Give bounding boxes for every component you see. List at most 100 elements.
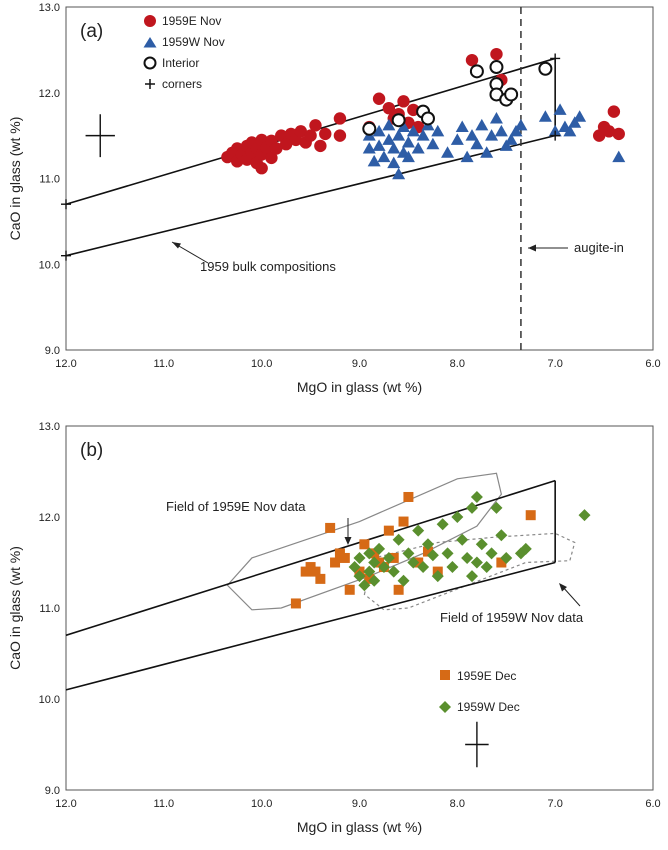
point-1959w-nov: [494, 124, 508, 137]
point-1959w-nov: [480, 146, 494, 158]
bulk-lines-b: [65, 479, 556, 691]
legend-marker-1959e-nov: [144, 15, 156, 27]
point-interior: [504, 87, 519, 102]
panel-b: (b) MgO in glass (wt %) CaO in glass (wt…: [7, 421, 661, 835]
point-corner: [550, 130, 561, 141]
y-tick-label: 9.0: [45, 785, 60, 797]
x-tick-label: 8.0: [450, 358, 465, 370]
point-1959w-nov: [499, 139, 513, 151]
point-1959w-dec: [407, 556, 420, 569]
point-1959w-dec: [377, 561, 390, 574]
point-1959e-nov: [279, 138, 293, 151]
point-1959w-dec: [412, 524, 425, 537]
panel-label-a: (a): [80, 21, 103, 42]
point-1959e-dec: [383, 525, 394, 536]
point-1959e-nov: [309, 119, 322, 132]
point-1959e-dec: [496, 557, 507, 568]
field-east-label: Field of 1959E Nov data: [166, 499, 306, 514]
x-tick-label: 6.0: [645, 358, 660, 370]
point-1959e-nov: [465, 53, 479, 67]
point-1959e-nov: [602, 125, 616, 138]
point-1959w-nov: [568, 116, 582, 128]
point-interior: [469, 64, 484, 79]
y-axis-label-a: CaO in glass (wt %): [7, 117, 23, 241]
point-1959w-nov: [485, 129, 499, 141]
point-1959w-nov: [489, 111, 503, 124]
plot-frame-b: [65, 425, 654, 791]
point-1959e-nov: [397, 95, 410, 108]
point-1959e-nov: [333, 129, 347, 142]
point-1959w-nov: [392, 129, 406, 141]
point-1959w-nov: [563, 124, 577, 137]
field-west-label: Field of 1959W Nov data: [440, 610, 584, 625]
point-interior: [420, 111, 435, 126]
point-1959w-dec: [387, 565, 400, 578]
x-tick-label: 9.0: [352, 798, 367, 810]
bulk-compositions-label: 1959 bulk compositions: [200, 259, 336, 274]
point-1959e-dec: [359, 539, 370, 550]
point-1959w-nov: [362, 141, 376, 154]
x-tick-label: 9.0: [352, 358, 367, 370]
legend-marker-1959e-dec: [440, 670, 450, 680]
point-1959e-dec: [393, 584, 404, 595]
point-1959w-nov: [431, 124, 445, 137]
x-axis-label-a: MgO in glass (wt %): [297, 379, 422, 395]
x-tick-label: 10.0: [251, 358, 272, 370]
legend-label-1959e-dec: 1959E Dec: [457, 669, 516, 683]
point-1959w-dec: [368, 574, 381, 587]
point-1959w-dec: [441, 547, 454, 560]
points-a: [61, 47, 626, 261]
point-1959w-nov: [401, 135, 415, 148]
augite-arrowhead-icon: [528, 244, 536, 252]
point-1959w-nov: [538, 110, 552, 122]
point-1959w-dec: [392, 533, 405, 546]
point-1959e-nov: [270, 142, 283, 155]
annotations-b: Field of 1959E Nov data Field of 1959W N…: [166, 499, 584, 625]
point-1959e-dec: [403, 491, 414, 502]
augite-in-label: augite-in: [574, 240, 624, 255]
point-1959w-dec: [363, 547, 376, 560]
point-1959w-nov: [465, 129, 479, 141]
legend-label-1959w-dec: 1959W Dec: [457, 700, 520, 714]
point-1959e-nov: [372, 92, 386, 105]
point-1959e-dec: [310, 566, 321, 577]
point-1959e-dec: [364, 573, 375, 584]
point-corner: [61, 199, 71, 210]
point-1959w-dec: [466, 501, 479, 514]
bulk-composition-line: [65, 134, 556, 257]
point-1959e-dec: [398, 516, 409, 527]
point-1959e-nov: [294, 125, 307, 138]
point-1959w-dec: [426, 549, 439, 562]
error-cross-b: [465, 721, 489, 768]
x-tick-label: 6.0: [645, 798, 660, 810]
point-1959e-nov: [612, 127, 625, 141]
point-1959w-dec: [382, 551, 395, 564]
point-1959w-dec: [368, 556, 381, 569]
point-1959w-dec: [490, 501, 503, 514]
ticks-b: 12.0 11.0 10.0 9.0 8.0 7.0 6.0 9.0 10.0 11.0 12.0 1…: [39, 421, 661, 810]
point-1959e-dec: [290, 598, 301, 609]
y-tick-label: 11.0: [39, 174, 60, 186]
y-tick-label: 9.0: [45, 345, 60, 357]
plot-frame-a: [65, 6, 654, 351]
legend-label-1959w-nov: 1959W Nov: [162, 35, 225, 49]
y-tick-label: 13.0: [39, 2, 60, 14]
point-1959w-dec: [358, 579, 371, 592]
error-cross-a: [85, 114, 115, 158]
point-1959e-nov: [314, 139, 327, 153]
point-1959w-nov: [548, 124, 562, 137]
point-1959w-dec: [485, 547, 498, 560]
x-tick-label: 12.0: [55, 358, 76, 370]
point-1959w-nov: [514, 118, 528, 131]
field-1959e-nov-outline: [226, 472, 503, 611]
point-1959w-nov: [411, 141, 425, 154]
point-1959e-nov: [382, 101, 396, 115]
point-1959w-dec: [417, 561, 430, 574]
point-1959e-nov: [265, 151, 278, 165]
field-west-arrowhead-icon: [559, 583, 567, 592]
point-1959w-dec: [466, 570, 479, 583]
point-1959e-nov: [255, 162, 268, 175]
y-tick-label: 13.0: [39, 421, 60, 433]
point-interior: [391, 113, 406, 128]
